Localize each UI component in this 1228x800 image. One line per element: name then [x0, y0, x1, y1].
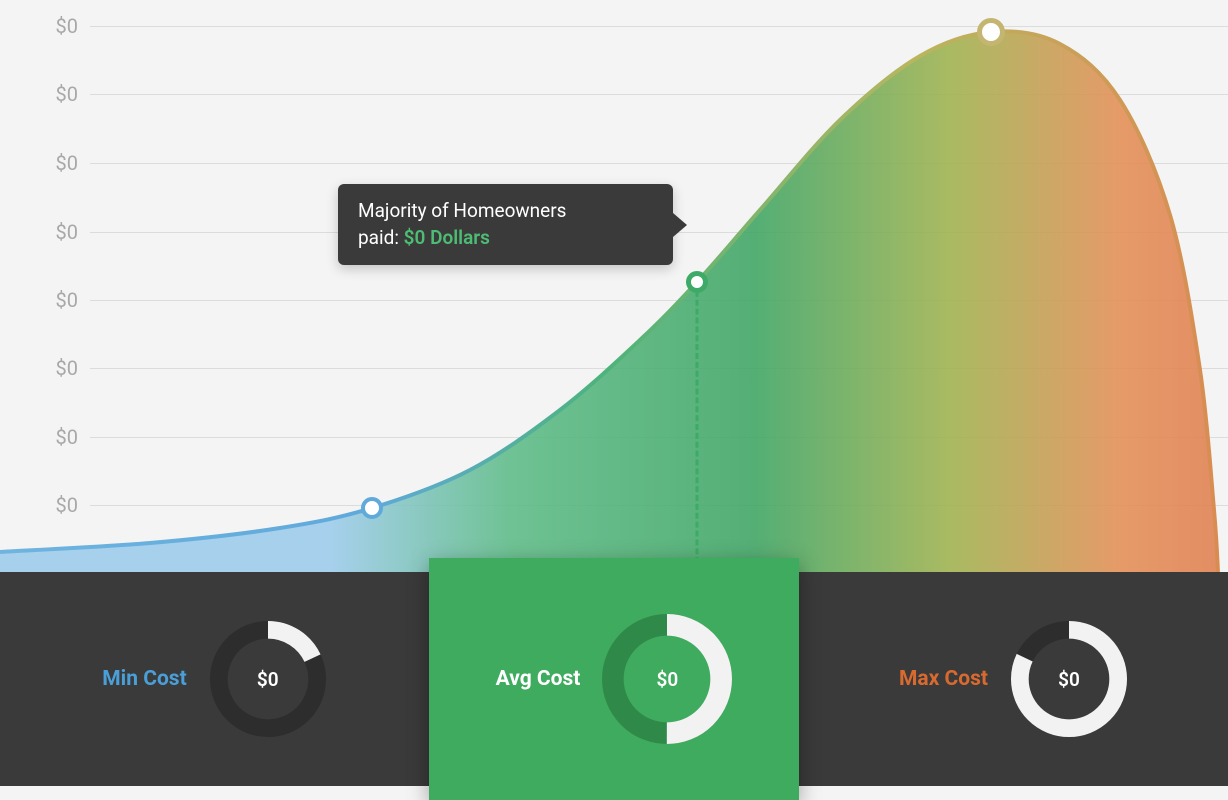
min-cost-value: $0 — [209, 620, 327, 738]
tooltip-prefix: paid: — [358, 226, 404, 249]
avg-cost-donut: $0 — [602, 614, 732, 744]
max-cost-panel: Max Cost $0 — [799, 572, 1228, 786]
tooltip-line1: Majority of Homeowners — [358, 198, 653, 225]
max-cost-donut: $0 — [1010, 620, 1128, 738]
avg-cost-panel: Avg Cost $0 — [429, 558, 799, 800]
avg-cost-label: Avg Cost — [496, 667, 581, 691]
min-cost-marker — [361, 497, 383, 519]
max-cost-value: $0 — [1010, 620, 1128, 738]
tooltip-amount: $0 Dollars — [404, 226, 490, 249]
min-cost-panel: Min Cost $0 — [0, 572, 429, 786]
area-curve — [0, 0, 1228, 572]
majority-tooltip: Majority of Homeowners paid: $0 Dollars — [338, 184, 673, 265]
max-cost-marker — [977, 18, 1005, 46]
avg-marker-line — [696, 282, 699, 572]
avg-cost-marker — [686, 271, 708, 293]
avg-cost-value: $0 — [602, 614, 732, 744]
cost-distribution-chart: $0$0$0$0$0$0$0$0 Majority of Homeowners … — [0, 0, 1228, 572]
max-cost-label: Max Cost — [899, 667, 988, 691]
tooltip-line2: paid: $0 Dollars — [358, 225, 653, 252]
chart-plot-area: Majority of Homeowners paid: $0 Dollars — [0, 0, 1228, 572]
min-cost-donut: $0 — [209, 620, 327, 738]
cost-stats-bar: Min Cost $0 Avg Cost $0 Max Cost $0 — [0, 572, 1228, 786]
min-cost-label: Min Cost — [102, 667, 186, 691]
